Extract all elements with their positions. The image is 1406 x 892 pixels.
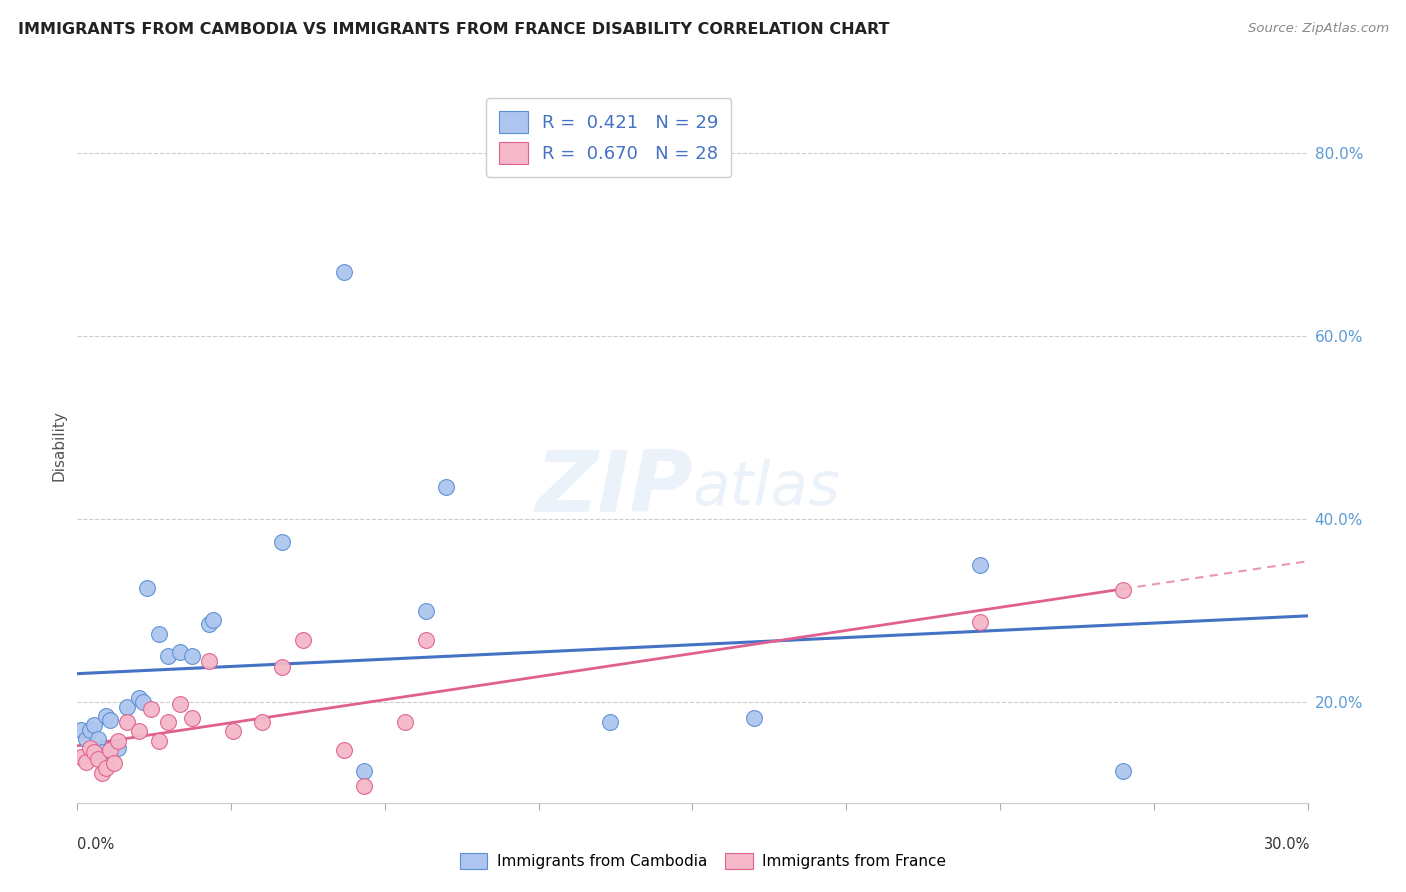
Point [87,752,110,766]
Point [271,660,294,674]
Point [141,701,163,715]
Point [83,746,105,760]
Point [415,604,437,618]
Point [90,746,114,760]
Point [128,724,150,739]
Point [333,265,356,279]
Point [128,690,150,705]
Point [169,645,191,659]
Point [271,535,294,549]
Point [132,695,155,709]
Point [436,480,458,494]
Point [148,733,170,747]
Point [599,715,621,730]
Point [291,632,314,647]
Point [197,654,219,668]
Point [1112,764,1135,778]
Text: 0.0%: 0.0% [77,837,114,852]
Point [156,715,179,730]
Text: Source: ZipAtlas.com: Source: ZipAtlas.com [1249,22,1389,36]
Point [201,613,224,627]
Point [156,649,179,664]
Point [1112,582,1135,597]
Legend: Immigrants from Cambodia, Immigrants from France: Immigrants from Cambodia, Immigrants fro… [454,847,952,875]
Point [94,761,117,775]
Point [107,740,129,755]
Point [969,615,991,629]
Point [70,750,93,764]
Point [83,718,105,732]
Point [98,714,121,728]
Point [333,743,356,757]
Point [94,709,117,723]
Point [115,699,138,714]
Point [353,780,375,794]
Text: 30.0%: 30.0% [1264,837,1310,852]
Point [75,731,97,746]
Point [181,649,204,664]
Point [79,723,101,737]
Point [79,740,101,755]
Point [87,731,110,746]
Text: IMMIGRANTS FROM CAMBODIA VS IMMIGRANTS FROM FRANCE DISABILITY CORRELATION CHART: IMMIGRANTS FROM CAMBODIA VS IMMIGRANTS F… [18,22,890,37]
Point [107,733,129,747]
Point [136,581,159,595]
Point [394,715,416,730]
Point [197,617,219,632]
Point [115,715,138,730]
Point [969,558,991,572]
Text: atlas: atlas [693,459,841,518]
Point [70,723,93,737]
Point [181,711,204,725]
Y-axis label: Disability: Disability [51,410,66,482]
Legend: R =  0.421   N = 29, R =  0.670   N = 28: R = 0.421 N = 29, R = 0.670 N = 28 [486,98,731,177]
Point [75,755,97,769]
Point [742,711,765,725]
Point [90,765,114,780]
Point [98,743,121,757]
Text: ZIP: ZIP [534,447,693,531]
Point [222,724,245,739]
Point [250,715,273,730]
Point [415,632,437,647]
Point [169,697,191,711]
Point [103,756,125,771]
Point [353,764,375,778]
Point [148,626,170,640]
